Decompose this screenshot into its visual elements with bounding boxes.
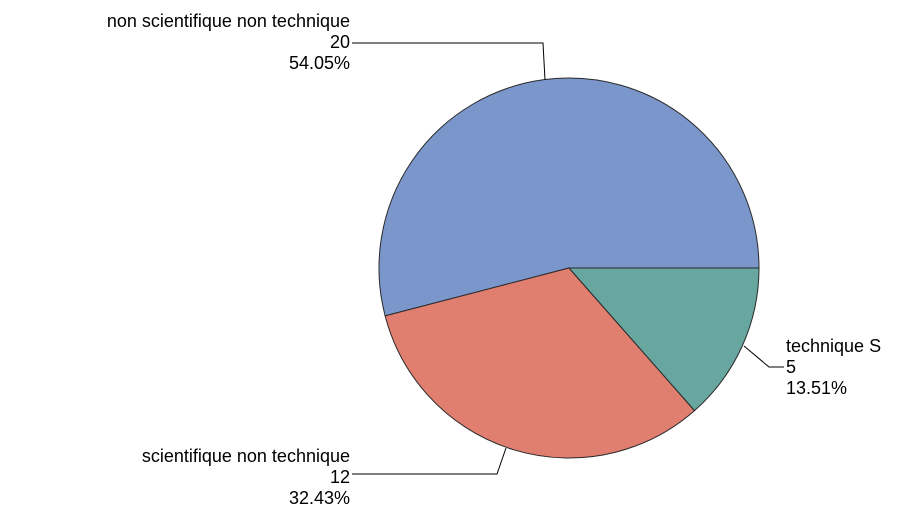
pie-slices	[378, 77, 760, 459]
slice-name: technique S	[786, 336, 881, 356]
pie-slice-technique-s	[567, 267, 760, 412]
slice-label-non-scientifique-non-technique: non scientifique non technique 20 54.05%	[107, 11, 350, 73]
slice-labels: non scientifique non technique 20 54.05% sc…	[107, 11, 881, 508]
slice-value: 5	[786, 357, 796, 377]
slice-value: 12	[330, 467, 350, 487]
slice-percent: 13.51%	[786, 378, 847, 398]
pie-slice-scientifique-non-technique	[384, 267, 696, 459]
slice-label-scientifique-non-technique: scientifique non technique 12 32.43%	[142, 446, 350, 508]
leader-line-technique-s	[743, 345, 784, 368]
slice-name: non scientifique non technique	[107, 11, 350, 31]
leader-line-scientifique-non-technique	[352, 447, 507, 475]
leader-line-non-scientifique-non-technique	[352, 42, 546, 81]
slice-name: scientifique non technique	[142, 446, 350, 466]
slice-value: 20	[330, 32, 350, 52]
slice-label-technique-s: technique S 5 13.51%	[786, 336, 881, 398]
leader-lines	[352, 42, 784, 475]
slice-percent: 54.05%	[289, 53, 350, 73]
slice-percent: 32.43%	[289, 488, 350, 508]
